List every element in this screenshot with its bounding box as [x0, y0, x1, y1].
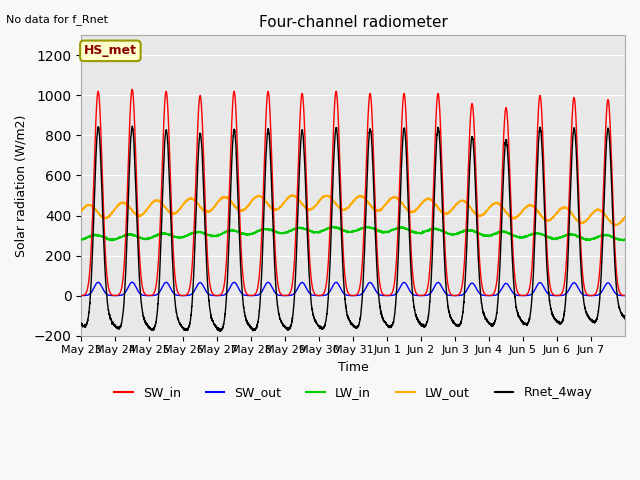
X-axis label: Time: Time	[338, 361, 369, 374]
Y-axis label: Solar radiation (W/m2): Solar radiation (W/m2)	[15, 114, 28, 257]
Title: Four-channel radiometer: Four-channel radiometer	[259, 15, 447, 30]
Text: HS_met: HS_met	[84, 44, 137, 57]
Text: No data for f_Rnet: No data for f_Rnet	[6, 14, 108, 25]
Legend: SW_in, SW_out, LW_in, LW_out, Rnet_4way: SW_in, SW_out, LW_in, LW_out, Rnet_4way	[109, 382, 597, 405]
